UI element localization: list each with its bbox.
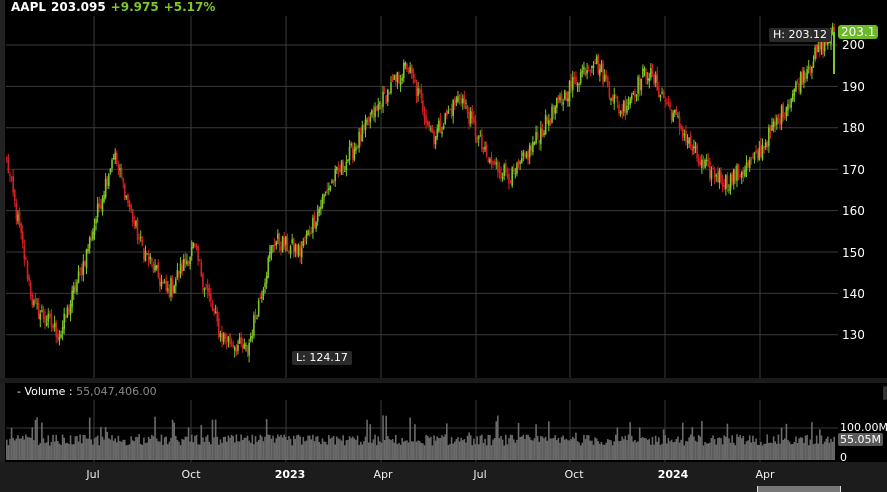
volume-axis-0: 0 [840, 451, 847, 464]
x-label-apr-2024: Apr [755, 468, 775, 481]
x-label-2023: 2023 [274, 468, 306, 481]
y-label-160: 160 [842, 204, 865, 218]
x-label-2024: 2024 [657, 468, 689, 481]
panel-scroll-handle[interactable] [883, 386, 887, 400]
y-label-200: 200 [842, 38, 865, 52]
y-label-180: 180 [842, 121, 865, 135]
y-label-140: 140 [842, 287, 865, 301]
x-label-oct-2023: Oct [564, 468, 584, 481]
volume-axis-100m: 100.00M [840, 421, 887, 434]
symbol: AAPL [11, 0, 47, 14]
y-label-190: 190 [842, 80, 865, 94]
low-tag: L: 124.17 [292, 351, 352, 365]
panel-divider[interactable] [0, 378, 887, 383]
y-label-150: 150 [842, 246, 865, 260]
x-label-apr-2023: Apr [373, 468, 393, 481]
volume-name: Volume [24, 385, 66, 398]
left-edge [0, 0, 5, 465]
x-axis [0, 462, 887, 492]
last-price: 203.095 [51, 0, 106, 14]
y-label-170: 170 [842, 163, 865, 177]
last-price-tag: 203.1 [838, 25, 879, 39]
x-label-oct-2022: Oct [181, 468, 201, 481]
high-tag: H: 203.12 [769, 28, 831, 42]
volume-collapse-toggle[interactable]: - [17, 385, 25, 398]
price-change: +9.975 [110, 0, 159, 14]
x-label-jul-2022: Jul [86, 468, 100, 481]
x-label-jul-2023: Jul [473, 468, 487, 481]
price-change-pct: +5.17% [163, 0, 216, 14]
y-label-130: 130 [842, 328, 865, 342]
volume-legend: - Volume : 55,047,406.00 [17, 385, 157, 398]
volume-value: 55,047,406.00 [76, 385, 157, 398]
range-navigator-handle[interactable] [757, 486, 841, 492]
volume-current-tag: 55.05M [838, 433, 883, 446]
quote-header: AAPL 203.095 +9.975 +5.17% [11, 0, 220, 14]
